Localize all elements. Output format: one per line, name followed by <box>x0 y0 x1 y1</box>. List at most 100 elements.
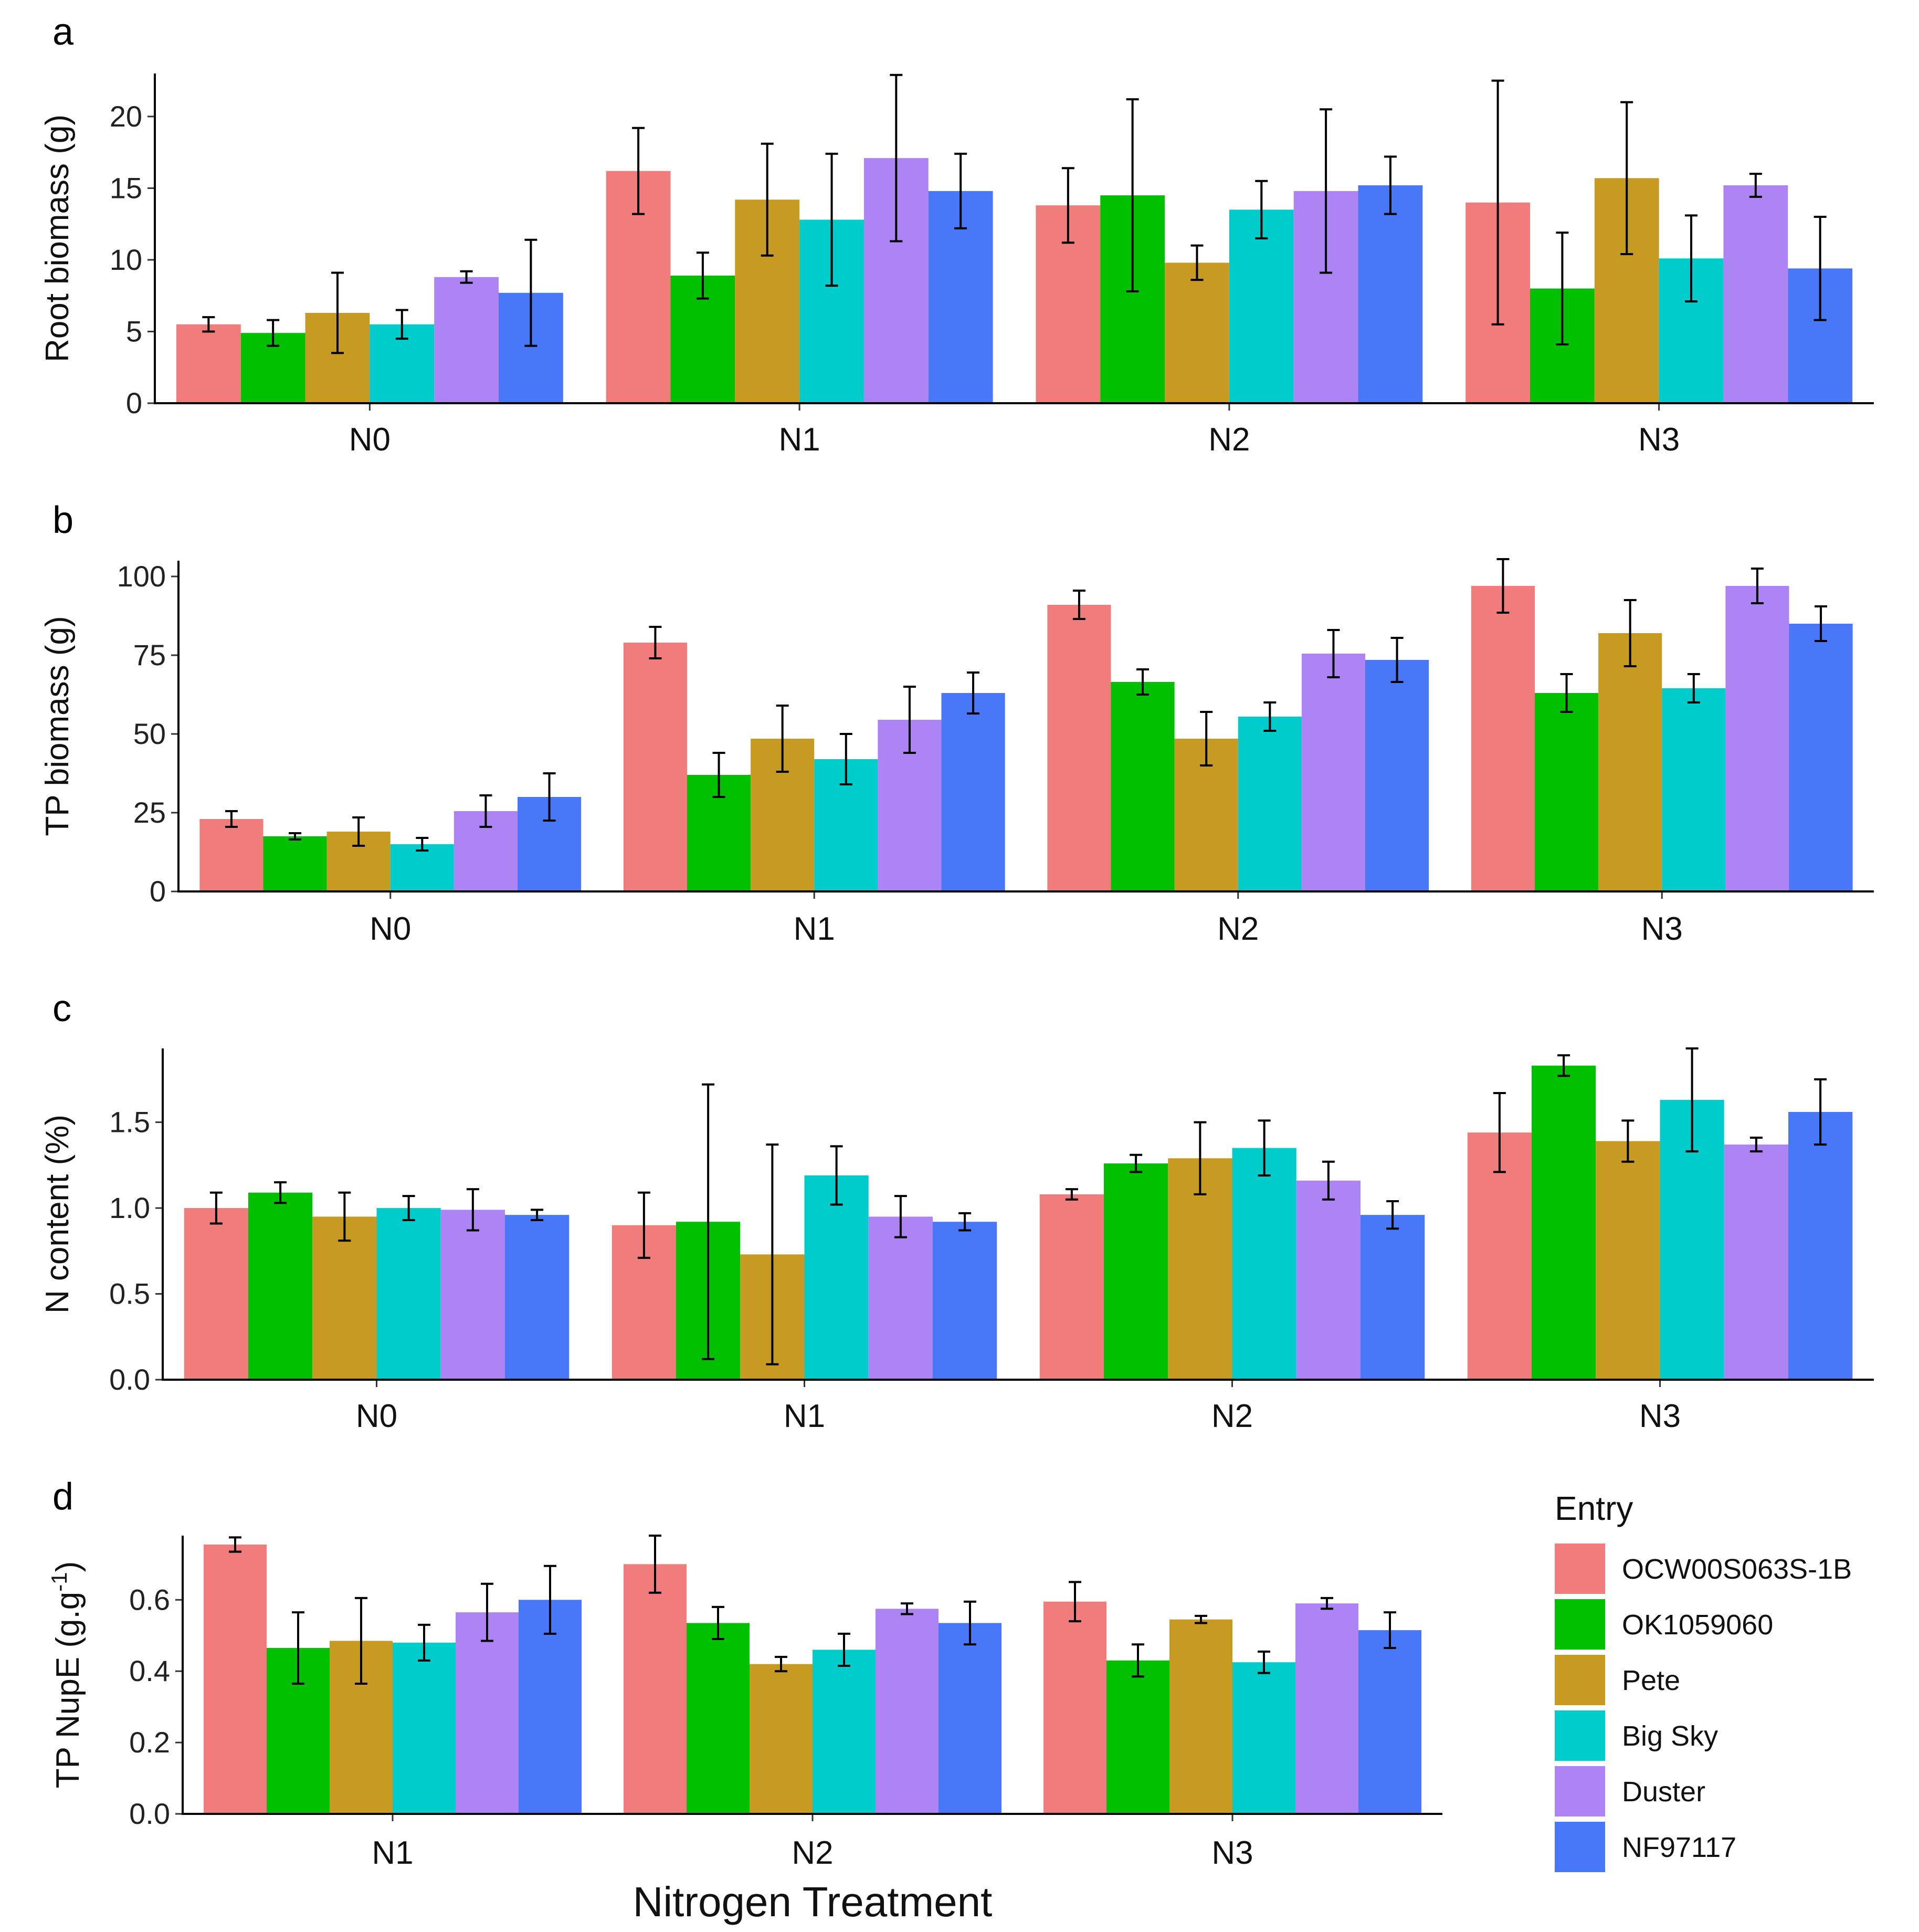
x-tick-label: N2 <box>1211 1398 1253 1434</box>
y-tick-label: 0 <box>150 875 166 908</box>
y-tick-label: 0.6 <box>129 1583 170 1616</box>
panel-letter-c: c <box>52 988 71 1030</box>
x-tick-label: N1 <box>778 422 820 458</box>
bar-d-N3-OK1059060 <box>1106 1660 1169 1814</box>
y-tick-label: 0.0 <box>109 1363 150 1396</box>
bar-b-N2-Duster <box>1301 654 1365 891</box>
bar-d-N1-Duster <box>456 1612 519 1814</box>
bar-b-N0-Big Sky <box>390 844 454 891</box>
bar-c-N2-OCW00S063S-1B <box>1039 1194 1104 1380</box>
x-tick-label: N3 <box>1639 1398 1681 1434</box>
panel-letter-a: a <box>52 11 74 53</box>
bar-c-N1-NF97117 <box>933 1222 997 1380</box>
bar-c-N0-OK1059060 <box>248 1192 313 1380</box>
error-bar-b-N2-Big Sky <box>1263 701 1277 732</box>
error-bar-c-N2-OCW00S063S-1B <box>1065 1188 1078 1201</box>
error-bar-c-N3-Duster <box>1749 1137 1763 1153</box>
error-bar-b-N2-NF97117 <box>1390 637 1404 683</box>
error-bar-c-N1-OK1059060 <box>702 1083 715 1360</box>
bar-b-N3-Duster <box>1725 586 1789 891</box>
error-bar-b-N3-NF97117 <box>1815 605 1828 642</box>
bar-d-N3-OCW00S063S-1B <box>1043 1601 1106 1814</box>
bar-c-N2-Big Sky <box>1232 1148 1296 1380</box>
error-bar-c-N1-Duster <box>894 1195 907 1238</box>
error-bar-d-N1-NF97117 <box>544 1564 556 1635</box>
y-tick-label: 0.4 <box>129 1654 170 1687</box>
bar-c-N3-Duster <box>1724 1144 1788 1380</box>
error-bar-a-N1-Duster <box>890 74 903 243</box>
error-bar-a-N3-NF97117 <box>1813 216 1827 321</box>
legend-swatch-Duster <box>1555 1766 1605 1816</box>
bar-b-N3-NF97117 <box>1789 624 1853 891</box>
error-bar-d-N2-OCW00S063S-1B <box>649 1535 661 1594</box>
y-tick-label: 15 <box>110 171 142 204</box>
error-bar-a-N0-Pete <box>331 271 344 354</box>
y-axis-title-c: N content (%) <box>39 1115 76 1314</box>
bar-c-N3-NF97117 <box>1788 1111 1853 1380</box>
x-tick-label: N3 <box>1641 911 1683 947</box>
bar-d-N3-Duster <box>1295 1603 1358 1814</box>
bar-d-N1-OCW00S063S-1B <box>204 1544 267 1814</box>
y-tick-label: 20 <box>110 100 142 133</box>
bar-c-N1-Big Sky <box>804 1175 869 1380</box>
legend-label-NF97117: NF97117 <box>1622 1832 1736 1863</box>
legend-swatch-OK1059060 <box>1555 1599 1605 1650</box>
error-bar-b-N2-OK1059060 <box>1136 668 1150 696</box>
panel-letter-d: d <box>52 1476 73 1518</box>
error-bar-b-N0-Duster <box>479 794 492 828</box>
error-bar-d-N1-Duster <box>481 1582 493 1642</box>
error-bar-c-N2-NF97117 <box>1386 1200 1399 1230</box>
error-bar-c-N3-OCW00S063S-1B <box>1493 1092 1506 1173</box>
x-tick-label: N1 <box>784 1398 825 1434</box>
bar-b-N3-Pete <box>1598 633 1662 891</box>
error-bar-b-N0-Big Sky <box>416 837 429 852</box>
error-bar-b-N1-NF97117 <box>967 671 980 715</box>
error-bar-a-N1-Big Sky <box>825 152 838 287</box>
bar-b-N2-OCW00S063S-1B <box>1047 605 1111 891</box>
bar-b-N2-Big Sky <box>1238 717 1302 891</box>
bar-b-N2-NF97117 <box>1365 660 1429 891</box>
x-tick-label: N2 <box>1217 911 1259 947</box>
error-bar-a-N0-OK1059060 <box>267 319 280 347</box>
error-bar-c-N0-OK1059060 <box>274 1181 287 1204</box>
error-bar-b-N1-Duster <box>903 686 916 754</box>
error-bar-d-N1-Pete <box>355 1597 367 1685</box>
legend-swatch-NF97117 <box>1555 1822 1605 1872</box>
x-tick-label: N1 <box>794 911 835 947</box>
error-bar-a-N1-NF97117 <box>954 152 967 229</box>
y-tick-label: 0 <box>126 386 142 419</box>
x-axis-title: Nitrogen Treatment <box>633 1878 993 1925</box>
x-tick-label: N1 <box>372 1835 413 1871</box>
error-bar-c-N0-Big Sky <box>402 1195 415 1221</box>
bar-c-N0-Pete <box>312 1216 377 1380</box>
bar-c-N2-NF97117 <box>1361 1215 1425 1380</box>
x-tick-label: N3 <box>1211 1835 1253 1871</box>
error-bar-a-N2-Big Sky <box>1255 180 1268 239</box>
bar-d-N3-Big Sky <box>1232 1662 1295 1814</box>
error-bar-d-N2-Duster <box>901 1602 913 1615</box>
error-bar-b-N1-Pete <box>776 705 789 773</box>
bar-c-N0-Big Sky <box>376 1208 441 1380</box>
error-bar-d-N1-Big Sky <box>418 1623 430 1662</box>
error-bar-c-N3-Big Sky <box>1685 1047 1699 1153</box>
error-bar-b-N1-Big Sky <box>839 733 852 785</box>
bar-c-N2-OK1059060 <box>1104 1163 1168 1380</box>
error-bar-c-N1-Pete <box>766 1143 779 1366</box>
bar-a-N2-NF97117 <box>1358 185 1423 403</box>
bar-c-N3-OCW00S063S-1B <box>1467 1132 1532 1380</box>
error-bar-d-N3-OCW00S063S-1B <box>1069 1581 1081 1623</box>
x-tick-label: N3 <box>1638 422 1680 458</box>
bar-c-N0-Duster <box>440 1210 505 1380</box>
bar-a-N2-Pete <box>1165 262 1229 403</box>
error-bar-d-N3-OK1059060 <box>1132 1643 1144 1678</box>
bar-d-N2-Big Sky <box>813 1650 876 1814</box>
error-bar-d-N3-Big Sky <box>1258 1650 1270 1674</box>
x-tick-label: N2 <box>1208 422 1250 458</box>
error-bar-c-N2-Big Sky <box>1258 1119 1271 1177</box>
error-bar-a-N1-Pete <box>761 142 774 257</box>
bar-c-N3-OK1059060 <box>1532 1065 1596 1380</box>
legend-swatch-Pete <box>1555 1655 1605 1705</box>
y-tick-label: 1.5 <box>109 1106 150 1139</box>
legend-title: Entry <box>1555 1489 1633 1527</box>
